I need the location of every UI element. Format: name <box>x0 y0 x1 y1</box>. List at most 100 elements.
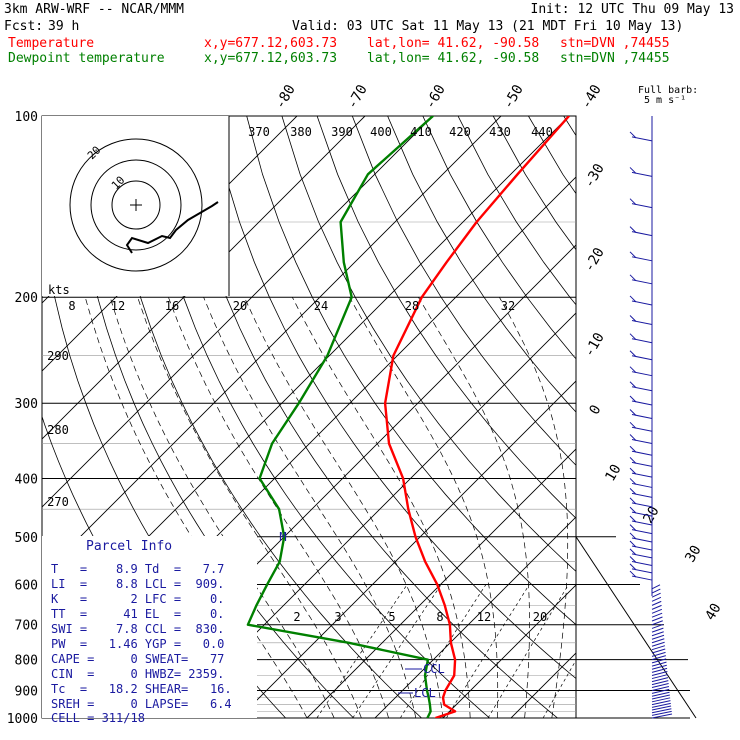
pressure-label: 700 <box>15 619 38 634</box>
pressure-label: 800 <box>15 654 38 669</box>
wind-barb-flag <box>629 515 637 523</box>
wind-barbs-column: Full barb:5 m s⁻¹ <box>629 85 698 719</box>
temperature-xy: x,y=677.12,603.73 <box>204 36 338 51</box>
wind-barb <box>651 604 662 610</box>
dry-adiabat <box>492 116 576 251</box>
hodograph-ring <box>69 138 203 272</box>
theta-label: 390 <box>331 125 353 139</box>
temperature-point <box>434 717 437 718</box>
hodograph-speed-label: 20 <box>233 299 247 313</box>
dewpoint-point <box>266 583 269 586</box>
wind-barb-flag <box>629 295 637 303</box>
lcl-marker: LCL <box>414 686 436 700</box>
isotherm-label: 10 <box>602 462 624 485</box>
wind-barb <box>651 596 662 602</box>
pressure-label: 200 <box>15 291 38 306</box>
wind-barb <box>651 713 673 719</box>
temperature-station: stn=DVN ,74455 <box>560 36 670 51</box>
temperature-point <box>444 604 446 607</box>
isotherm-label: -20 <box>581 245 608 275</box>
dry-adiabat <box>387 116 576 413</box>
wind-barb-flag <box>629 274 637 282</box>
pressure-label: 400 <box>15 472 38 487</box>
theta-label: 280 <box>47 423 69 437</box>
mixing-ratio-label: 5 <box>388 610 395 624</box>
wind-barb <box>651 648 666 654</box>
moist-adiabat <box>137 297 362 718</box>
temperature-point <box>449 623 451 626</box>
dewpoint-point <box>247 623 249 626</box>
hodograph-trace <box>125 201 219 254</box>
dewpoint-point <box>429 710 432 713</box>
parcel-row: CELL = 311/18 <box>51 711 145 725</box>
dewpoint-point <box>278 508 280 511</box>
isotherm-line <box>647 116 740 718</box>
hodograph-speed-label: 16 <box>165 299 179 313</box>
dewpoint-point <box>424 674 426 677</box>
parcel-row: SREH = 0 LAPSE= 6.4 <box>51 697 232 711</box>
isotherm-label: 0 <box>586 402 604 417</box>
dewpoint-point <box>427 696 430 699</box>
wind-barb-flag <box>629 532 637 540</box>
forecast-hour: 39 h <box>48 19 80 34</box>
dewpoint-point <box>348 642 350 644</box>
wind-barb <box>651 634 665 640</box>
dewpoint-trace <box>246 116 434 718</box>
dewpoint-point <box>367 173 369 176</box>
wind-barb <box>651 688 670 694</box>
hodograph-speed-label: 28 <box>405 299 419 313</box>
mixing-ratio-label: 3 <box>334 610 341 624</box>
mixing-ratio-line <box>487 584 569 718</box>
wind-barb <box>651 677 669 683</box>
wind-barb-flag <box>629 506 637 514</box>
isotherm-line <box>306 448 576 718</box>
mixing-ratio-label: 20 <box>533 610 547 624</box>
dewpoint-point <box>278 560 281 563</box>
isotherm-line <box>715 116 740 718</box>
wind-barb <box>651 588 661 594</box>
isotherm-line <box>510 652 576 718</box>
wind-barb-flag <box>629 315 637 322</box>
barb-legend-value: 5 m s⁻¹ <box>644 95 686 106</box>
wind-barb <box>651 671 668 676</box>
pressure-label: 300 <box>15 397 38 412</box>
wind-barb <box>651 600 662 606</box>
theta-label: 380 <box>290 125 312 139</box>
ccl-marker: CCL <box>423 662 445 676</box>
forecast-label: Fcst: <box>4 19 44 34</box>
dewpoint-latlon: lat,lon= 41.62, -90.58 <box>367 51 540 66</box>
wind-barb <box>651 700 671 706</box>
theta-label: 270 <box>47 495 69 509</box>
wind-barb-flag <box>629 487 637 495</box>
dry-adiabat <box>705 116 740 718</box>
isotherm-line <box>42 116 434 508</box>
temperature-point <box>568 116 570 117</box>
wind-barb-flag <box>629 556 637 563</box>
parcel-row: CAPE = 0 SWEAT= 77 <box>51 652 225 666</box>
model-title: 3km ARW-WRF -- NCAR/MMM <box>4 2 185 17</box>
hodograph-ring <box>111 180 161 230</box>
dry-adiabat <box>211 116 576 679</box>
isotherm-line <box>42 116 366 440</box>
dry-adiabat <box>246 116 576 626</box>
temperature-point <box>388 442 390 445</box>
marker-m: M <box>279 530 286 544</box>
dewpoint-point <box>298 402 300 405</box>
mixing-ratio-label: 2 <box>293 610 300 624</box>
parcel-info-panel <box>42 536 257 718</box>
wind-barb-flag <box>629 467 637 475</box>
wind-barb-flag <box>629 563 637 571</box>
wind-barb <box>651 664 667 670</box>
wind-barb <box>651 691 670 697</box>
isotherm-line <box>442 584 576 718</box>
moist-adiabat <box>349 297 499 718</box>
parcel-row: T = 8.9 Td = 7.7 <box>51 562 225 576</box>
wind-barb <box>651 638 665 644</box>
wind-barb <box>651 641 665 647</box>
wind-barb-flag <box>629 434 637 441</box>
moist-adiabat <box>418 297 530 718</box>
dry-adiabat <box>140 116 490 718</box>
isotherm-line <box>374 516 576 718</box>
dry-adiabat <box>669 116 740 718</box>
temperature-point <box>444 689 447 692</box>
